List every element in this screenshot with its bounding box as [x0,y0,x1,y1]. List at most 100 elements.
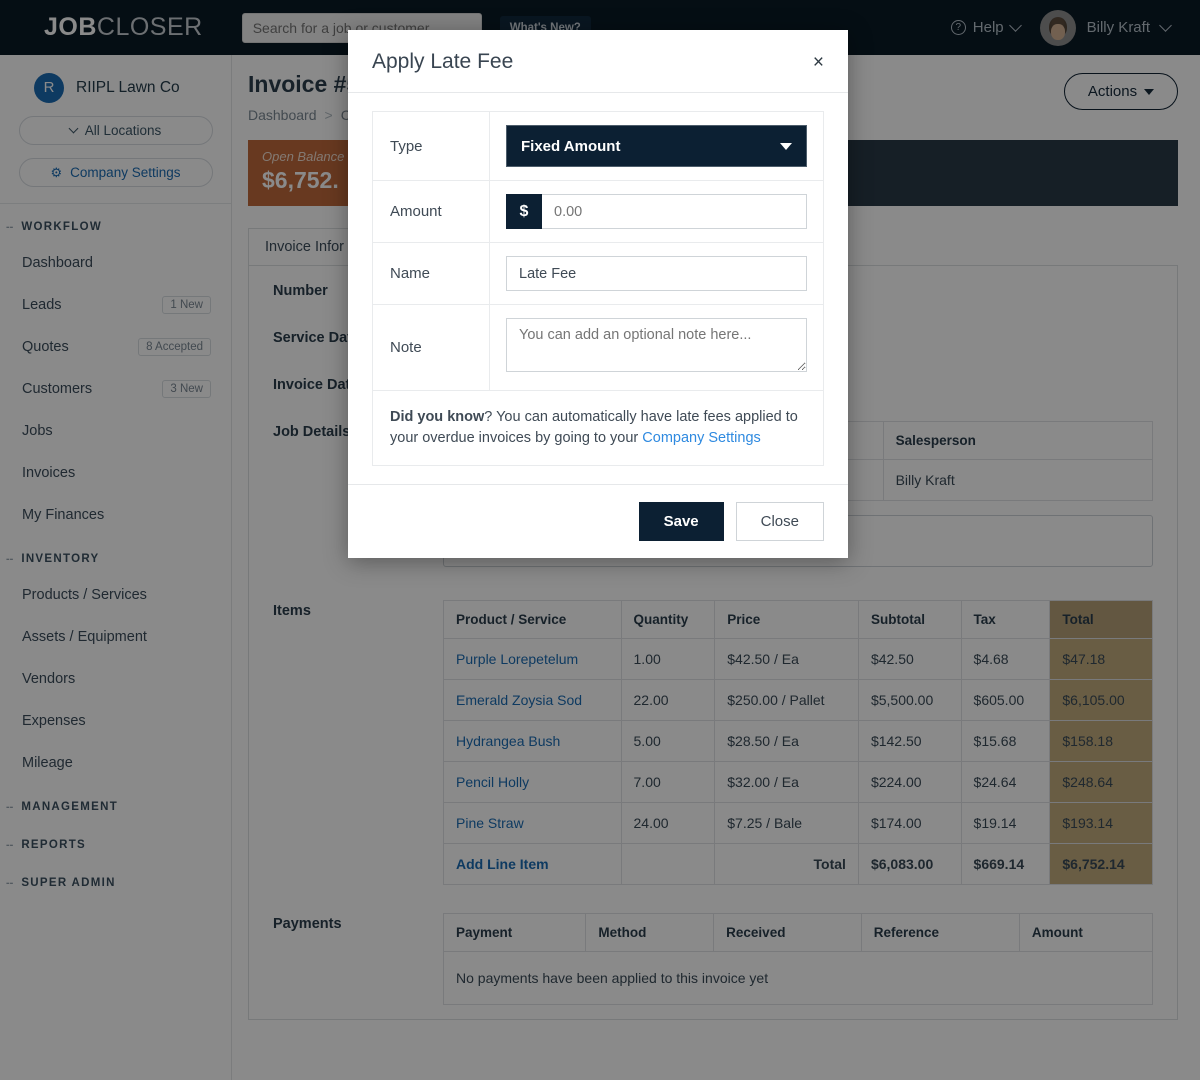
product-link[interactable]: Emerald Zoysia Sod [456,692,583,708]
cell-subtotal: $42.50 [857,638,962,680]
collapse-icon[interactable]: -- [6,221,14,233]
sidebar-item-customers[interactable]: Customers 3 New [0,368,231,410]
sidebar-item-dashboard[interactable]: Dashboard [0,242,231,284]
close-button[interactable]: Close [735,502,824,542]
note-field-cell [489,304,824,391]
close-icon[interactable]: × [812,51,824,73]
items-body: Product / Service Quantity Price Subtotal Ta… [443,600,1177,885]
note-textarea[interactable] [506,318,807,372]
question-mark-icon: ? [950,20,966,35]
sidebar-section-workflow: -- WORKFLOW [6,221,102,233]
product-link[interactable]: Pine Straw [456,815,524,831]
sidebar-item-label: Mileage [22,755,73,771]
help-menu[interactable]: ? Help [950,19,1022,36]
form-row-amount: Amount $ [372,180,824,243]
payments-header-amount: Amount [1018,913,1154,952]
sidebar-item-expenses[interactable]: Expenses [0,700,231,742]
app-logo[interactable]: JOBCLOSER [44,13,203,42]
sidebar-item-invoices[interactable]: Invoices [0,452,231,494]
cell-product[interactable]: Hydrangea Bush [443,720,622,762]
cell-price: $32.00 / Ea [714,761,859,803]
did-you-know-text: ? You can automatically have late fees a… [390,409,798,447]
table-row: Hydrangea Bush 5.00 $28.50 / Ea $142.50 $15.… [443,720,1153,762]
collapse-icon[interactable]: -- [6,801,14,813]
actions-button[interactable]: Actions [1064,73,1178,110]
product-link[interactable]: Pencil Holly [456,774,530,790]
table-row: Pine Straw 24.00 $7.25 / Bale $174.00 $19.14… [443,802,1153,844]
type-label: Type [372,111,490,181]
cell-product[interactable]: Pencil Holly [443,761,622,803]
all-locations-dropdown[interactable]: All Locations [18,116,213,145]
add-line-item-link[interactable]: Add Line Item [456,856,549,872]
items-table: Product / Service Quantity Price Subtotal Ta… [443,600,1153,885]
cell-price: $7.25 / Bale [714,802,859,844]
breadcrumb-second[interactable]: C [340,107,351,123]
cell-total: $248.64 [1049,761,1153,803]
caret-down-icon [780,142,792,150]
sidebar-section-management: -- MANAGEMENT [6,801,119,813]
collapse-icon[interactable]: -- [6,839,14,851]
sidebar-item-assets-equipment[interactable]: Assets / Equipment [0,616,231,658]
collapse-icon[interactable]: -- [6,877,14,889]
open-balance-label: Open Balance [262,149,345,164]
nav-right-group: ? Help Billy Kraft [950,9,1172,46]
logo-bold-text: JOB [44,13,97,41]
sidebar-item-mileage[interactable]: Mileage [0,742,231,784]
cell-total: $158.18 [1049,720,1153,762]
company-brand[interactable]: R RIIPL Lawn Co [0,55,231,103]
cell-tax: $4.68 [960,638,1051,680]
sidebar-item-my-finances[interactable]: My Finances [0,494,231,536]
payments-header-payment: Payment [442,913,587,952]
sidebar-item-badge: 8 Accepted [138,338,211,356]
breadcrumb: Dashboard > C [248,107,1178,123]
cell-product[interactable]: Pine Straw [443,802,622,844]
form-row-name: Name [372,242,824,305]
footer-total-label: Total [714,843,859,885]
company-settings-button[interactable]: ⚙ Company Settings [18,158,213,187]
sidebar-item-jobs[interactable]: Jobs [0,410,231,452]
cell-quantity: 7.00 [620,761,716,803]
items-table-body: Purple Lorepetelum 1.00 $42.50 / Ea $42.50 $… [443,638,1153,844]
table-row: Pencil Holly 7.00 $32.00 / Ea $224.00 $24.64… [443,761,1153,803]
page-title: Invoice #5 [248,71,360,97]
type-select[interactable]: Fixed Amount [506,125,807,167]
user-menu[interactable]: Billy Kraft [1039,9,1172,46]
sidebar-item-quotes[interactable]: Quotes 8 Accepted [0,326,231,368]
avatar [1039,9,1076,46]
product-link[interactable]: Purple Lorepetelum [456,651,579,667]
user-name-label: Billy Kraft [1086,19,1150,36]
company-settings-link[interactable]: Company Settings [642,430,761,447]
company-settings-label: Company Settings [70,165,181,180]
sidebar-divider [0,203,231,204]
name-input[interactable] [506,256,807,291]
label-payments: Payments [273,916,342,932]
cell-quantity: 22.00 [620,679,716,721]
tab-invoice-information[interactable]: Invoice Infor [248,228,361,265]
cell-price: $28.50 / Ea [714,720,859,762]
sidebar-item-label: Leads [22,297,62,313]
sidebar-item-label: Invoices [22,465,76,481]
form-row-note: Note [372,304,824,391]
note-label: Note [372,304,490,391]
sidebar-navigation: -- WORKFLOW Dashboard Leads 1 New Quotes 8 Acc… [0,204,231,898]
product-link[interactable]: Hydrangea Bush [456,733,561,749]
sidebar-item-products-services[interactable]: Products / Services [0,574,231,616]
payments-header-received: Received [713,913,862,952]
add-line-item-cell[interactable]: Add Line Item [443,843,622,885]
amount-input[interactable] [542,194,807,229]
footer-tax: $669.14 [960,843,1051,885]
breadcrumb-dashboard[interactable]: Dashboard [248,107,317,123]
payments-body: Payment Method Received Reference Amount No … [442,913,1177,1005]
actions-label: Actions [1087,83,1138,100]
collapse-icon[interactable]: -- [6,553,14,565]
save-button[interactable]: Save [638,502,724,542]
cell-product[interactable]: Purple Lorepetelum [443,638,622,680]
sidebar-item-vendors[interactable]: Vendors [0,658,231,700]
name-label: Name [372,242,490,305]
caret-down-icon [1144,88,1155,95]
label-items: Items [273,603,311,619]
footer-blank-quantity [620,843,716,885]
sidebar-item-leads[interactable]: Leads 1 New [0,284,231,326]
label-invoice-date: Invoice Date [273,377,359,393]
